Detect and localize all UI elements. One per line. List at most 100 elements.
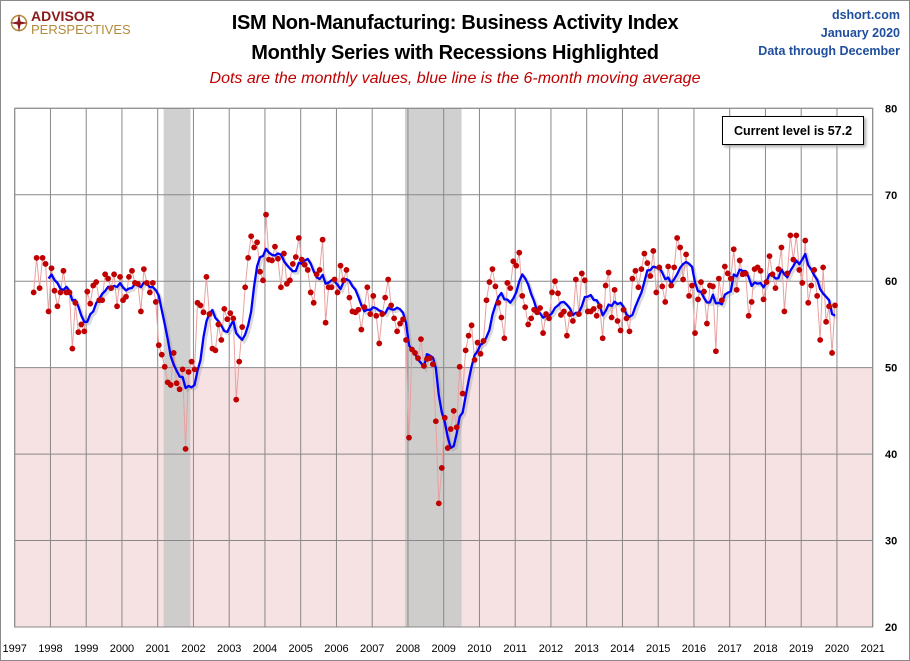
monthly-value-dot <box>230 315 237 322</box>
monthly-value-dot <box>611 286 618 293</box>
monthly-value-dot <box>400 316 406 323</box>
monthly-value-dot <box>143 280 150 286</box>
monthly-value-dot <box>102 271 109 278</box>
monthly-value-dot <box>823 318 830 325</box>
monthly-value-dot <box>441 414 448 421</box>
monthly-value-dot <box>489 266 496 272</box>
monthly-value-dot <box>200 309 207 316</box>
x-tick-label: 2017 <box>717 643 741 655</box>
monthly-value-dot <box>668 282 675 289</box>
monthly-value-dot <box>659 283 666 290</box>
monthly-value-dot <box>57 289 64 296</box>
chart-title: ISM Non-Manufacturing: Business Activity… <box>231 12 679 34</box>
monthly-value-dot <box>236 358 243 365</box>
monthly-value-dot <box>221 305 228 312</box>
monthly-value-dot <box>459 390 466 397</box>
monthly-value-dot <box>298 256 305 263</box>
monthly-value-dot <box>361 304 368 311</box>
monthly-value-dot <box>254 239 260 246</box>
monthly-value-dot <box>820 264 827 271</box>
monthly-value-dot <box>197 302 204 309</box>
monthly-value-dot <box>519 292 526 299</box>
monthly-value-dot <box>578 270 585 277</box>
monthly-value-dot <box>498 314 505 321</box>
monthly-value-dot <box>447 426 454 432</box>
monthly-value-dot <box>346 294 353 301</box>
chart-subtitle: Monthly Series with Recessions Highlight… <box>251 42 659 64</box>
monthly-value-dot <box>671 264 678 271</box>
monthly-value-dot <box>721 263 728 270</box>
monthly-value-dot <box>328 284 335 291</box>
monthly-value-dot <box>438 465 445 471</box>
monthly-value-dot <box>42 261 49 267</box>
monthly-value-dot <box>802 237 809 244</box>
monthly-value-dot <box>450 407 457 414</box>
monthly-value-dot <box>343 267 350 273</box>
monthly-value-dot <box>340 277 347 284</box>
monthly-value-dot <box>397 320 403 327</box>
monthly-value-dot <box>367 311 374 317</box>
monthly-value-dot <box>510 258 517 265</box>
monthly-value-dot <box>769 271 776 278</box>
monthly-value-dot <box>170 350 177 356</box>
monthly-value-dot <box>206 311 213 317</box>
monthly-value-dot <box>289 261 296 267</box>
monthly-value-dot <box>793 232 800 239</box>
monthly-value-dot <box>644 260 651 266</box>
monthly-value-dot <box>781 308 788 315</box>
x-tick-label: 2007 <box>360 643 384 655</box>
monthly-value-dot <box>486 279 493 285</box>
monthly-value-dot <box>60 267 67 274</box>
monthly-value-dot <box>653 289 660 296</box>
monthly-value-dot <box>641 250 648 257</box>
monthly-value-dot <box>799 280 806 286</box>
monthly-value-dot <box>680 276 687 283</box>
monthly-value-dot <box>561 308 567 315</box>
monthly-value-dot <box>772 285 779 292</box>
logo-text-bottom: PERSPECTIVES <box>31 22 131 37</box>
monthly-value-dot <box>173 380 180 387</box>
y-tick-label: 70 <box>885 190 897 202</box>
monthly-value-dot <box>549 289 555 296</box>
monthly-value-dot <box>477 350 484 357</box>
monthly-value-dot <box>239 324 246 330</box>
plot-border <box>14 107 874 628</box>
monthly-value-dot <box>212 347 219 354</box>
x-tick-label: 2011 <box>503 643 527 655</box>
monthly-value-dot <box>650 248 657 254</box>
x-tick-label: 2005 <box>288 643 312 655</box>
x-tick-label: 2014 <box>610 643 634 655</box>
monthly-value-dot <box>394 328 401 335</box>
monthly-value-dot <box>516 249 523 256</box>
monthly-value-dot <box>203 273 210 280</box>
monthly-value-dot <box>304 267 311 273</box>
monthly-value-dot <box>146 289 153 296</box>
x-tick-label: 1997 <box>2 643 26 655</box>
monthly-value-dot <box>629 275 636 282</box>
monthly-value-dot <box>566 311 573 317</box>
monthly-value-dot <box>155 342 162 349</box>
monthly-value-dot <box>695 296 701 303</box>
monthly-value-dot <box>114 303 120 310</box>
monthly-value-dot <box>686 292 692 299</box>
monthly-value-dot <box>507 285 514 292</box>
monthly-value-dot <box>322 319 329 326</box>
monthly-value-dot <box>599 335 606 342</box>
monthly-value-dot <box>215 321 222 328</box>
moving-average-line <box>47 247 836 450</box>
x-tick-label: 2021 <box>860 643 884 655</box>
monthly-value-dot <box>72 299 79 306</box>
monthly-value-dot <box>54 303 61 310</box>
monthly-value-dot <box>33 254 40 261</box>
monthly-value-dot <box>480 337 487 344</box>
monthly-value-dot <box>370 292 377 299</box>
monthly-value-dot <box>590 305 597 312</box>
monthly-value-dot <box>310 299 317 306</box>
monthly-value-dot <box>188 358 195 365</box>
x-tick-label: 2004 <box>253 643 277 655</box>
monthly-value-dot <box>546 315 552 322</box>
monthly-value-dot <box>456 363 463 370</box>
monthly-value-dot <box>742 270 749 277</box>
monthly-value-dot <box>483 297 490 304</box>
